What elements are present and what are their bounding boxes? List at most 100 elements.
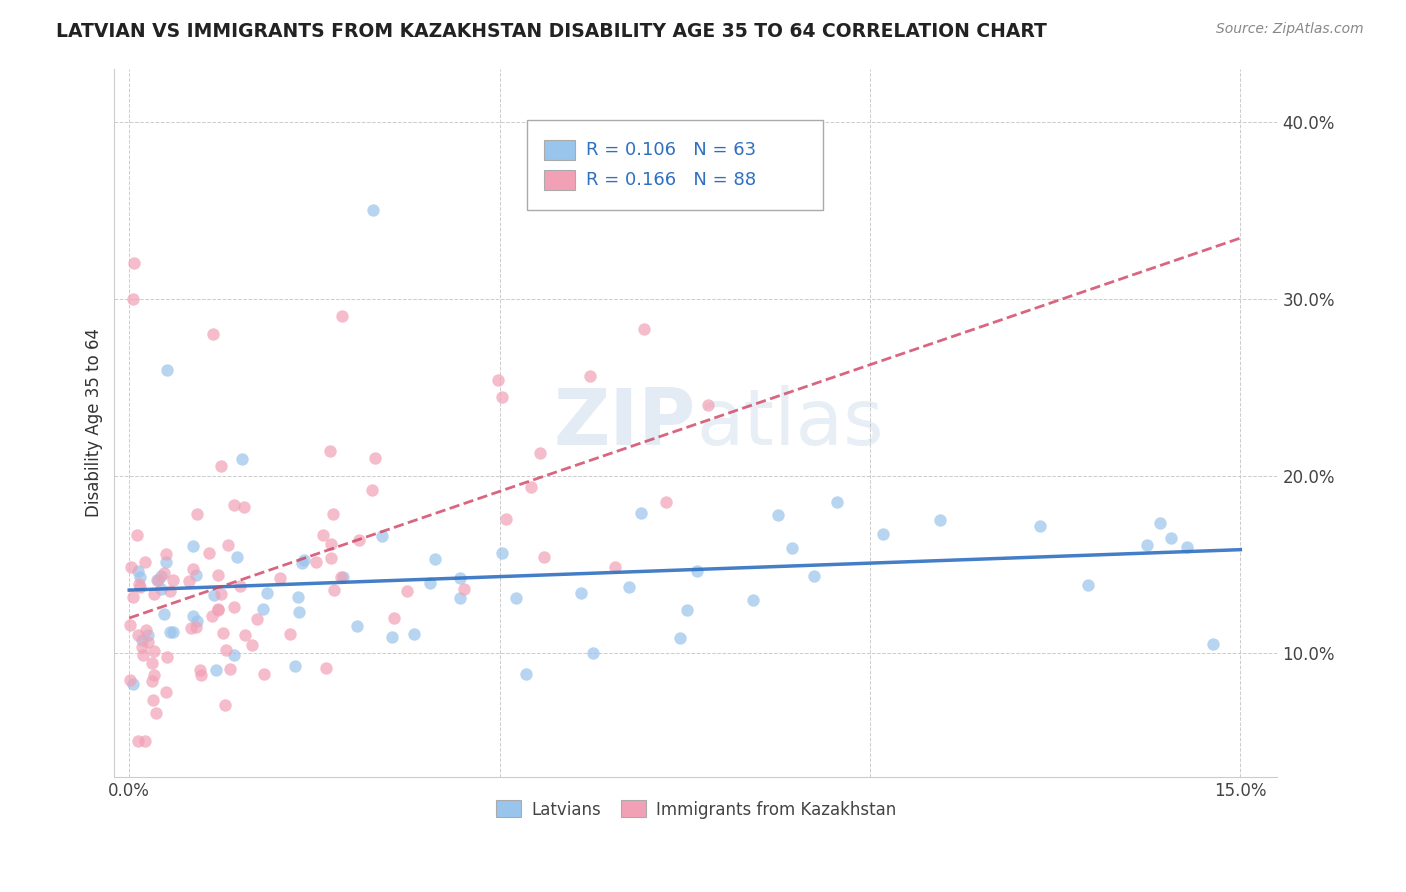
Point: [491, 546, 513, 560]
Point: [222, 648, 245, 662]
Point: [323, 583, 346, 598]
Point: [630, 506, 652, 520]
Point: [118, 618, 141, 632]
Point: [127, 564, 149, 578]
Point: [186, 614, 208, 628]
Point: [231, 451, 253, 466]
Point: [669, 631, 692, 645]
Text: ZIP: ZIP: [554, 384, 696, 460]
Point: [218, 662, 240, 676]
Point: [142, 693, 165, 707]
Point: [371, 528, 394, 542]
Point: [212, 626, 235, 640]
Point: [1202, 637, 1225, 651]
Text: atlas: atlas: [696, 384, 883, 460]
Point: [149, 568, 172, 582]
Point: [121, 292, 143, 306]
Text: LATVIAN VS IMMIGRANTS FROM KAZAKHSTAN DISABILITY AGE 35 TO 64 CORRELATION CHART: LATVIAN VS IMMIGRANTS FROM KAZAKHSTAN DI…: [56, 22, 1047, 41]
Point: [284, 659, 307, 673]
Point: [491, 390, 513, 404]
Legend: Latvians, Immigrants from Kazakhstan: Latvians, Immigrants from Kazakhstan: [489, 794, 903, 825]
Point: [1136, 538, 1159, 552]
Point: [209, 587, 232, 601]
Point: [142, 668, 165, 682]
Point: [135, 623, 157, 637]
Point: [449, 571, 471, 585]
Point: [132, 648, 155, 662]
Point: [686, 564, 709, 578]
Point: [125, 528, 148, 542]
Point: [129, 570, 152, 584]
Point: [294, 553, 316, 567]
Point: [122, 677, 145, 691]
Point: [381, 630, 404, 644]
Point: [215, 643, 238, 657]
Point: [209, 458, 232, 473]
Point: [127, 734, 149, 748]
Point: [155, 685, 177, 699]
Point: [872, 527, 894, 541]
Point: [253, 666, 276, 681]
Point: [252, 602, 274, 616]
Point: [278, 627, 301, 641]
Point: [256, 586, 278, 600]
Point: [155, 555, 177, 569]
Point: [1077, 578, 1099, 592]
Point: [827, 495, 849, 509]
Point: [225, 550, 247, 565]
Point: [361, 483, 384, 497]
Point: [134, 555, 156, 569]
Point: [181, 562, 204, 576]
Point: [202, 589, 225, 603]
Point: [177, 574, 200, 589]
Point: [190, 668, 212, 682]
Point: [240, 639, 263, 653]
Text: Source: ZipAtlas.com: Source: ZipAtlas.com: [1216, 22, 1364, 37]
Point: [291, 556, 314, 570]
Point: [229, 578, 252, 592]
Point: [159, 624, 181, 639]
Point: [214, 698, 236, 712]
Point: [162, 573, 184, 587]
Point: [321, 551, 343, 566]
Point: [315, 661, 337, 675]
Point: [742, 593, 765, 607]
Point: [122, 591, 145, 605]
Point: [321, 537, 343, 551]
Point: [347, 533, 370, 547]
Point: [1160, 531, 1182, 545]
Point: [287, 591, 309, 605]
Point: [122, 256, 145, 270]
Point: [396, 584, 419, 599]
Point: [141, 656, 163, 670]
Point: [533, 549, 555, 564]
Point: [186, 568, 208, 582]
Point: [515, 666, 537, 681]
Point: [655, 495, 678, 509]
Point: [155, 548, 177, 562]
Point: [156, 650, 179, 665]
Point: [1029, 519, 1052, 533]
Point: [233, 628, 256, 642]
Point: [188, 663, 211, 677]
Point: [529, 446, 551, 460]
Text: R = 0.166   N = 88: R = 0.166 N = 88: [586, 171, 756, 189]
Point: [419, 575, 441, 590]
Point: [312, 528, 335, 542]
Point: [495, 511, 517, 525]
Point: [571, 586, 593, 600]
Point: [197, 546, 219, 560]
Point: [246, 612, 269, 626]
Point: [181, 539, 204, 553]
Point: [322, 507, 344, 521]
Point: [319, 443, 342, 458]
Point: [332, 570, 354, 584]
Point: [136, 635, 159, 649]
Point: [269, 571, 291, 585]
Point: [453, 582, 475, 597]
Point: [382, 611, 405, 625]
Point: [233, 500, 256, 514]
Point: [519, 480, 541, 494]
Point: [141, 673, 163, 688]
Point: [780, 541, 803, 556]
